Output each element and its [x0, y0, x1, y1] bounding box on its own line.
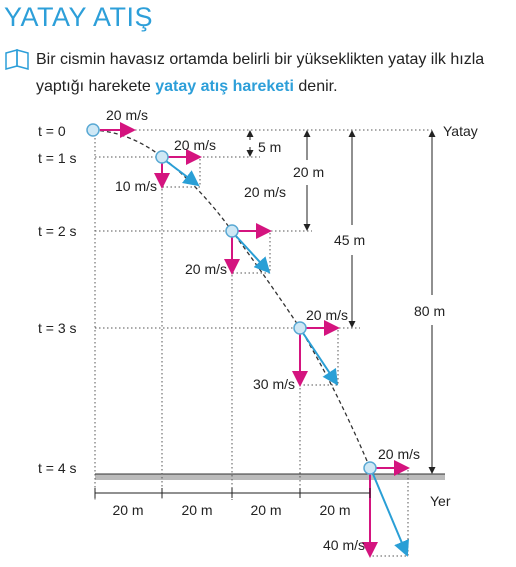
velocity-label: 20 m/s	[306, 307, 348, 323]
horizontal-label: 20 m	[112, 502, 143, 518]
title: YATAY ATIŞ	[4, 2, 154, 32]
height-label: 45 m	[334, 232, 365, 248]
height-dimensions	[246, 130, 436, 474]
velocity-label: 20 m/s	[174, 137, 216, 153]
velocity-arrows	[100, 122, 410, 558]
line-shape	[165, 160, 200, 187]
time-label: t = 2 s	[38, 223, 77, 239]
velocity-label: 20 m/s	[185, 261, 227, 277]
horizontal-label: 20 m	[319, 502, 350, 518]
reference-label: Yer	[430, 493, 451, 509]
time-label: t = 1 s	[38, 150, 77, 166]
path-shape	[5, 49, 18, 70]
book-icon	[5, 49, 29, 70]
circle-shape	[225, 224, 239, 238]
circle-shape	[363, 461, 377, 475]
velocity-label: 20 m/s	[378, 446, 420, 462]
intro-highlight: yatay atış hareketi	[155, 78, 294, 95]
velocity-label: 10 m/s	[115, 178, 157, 194]
horizontal-label: 20 m	[181, 502, 212, 518]
intro-text: Bir cismin havasız ortamda belirli bir y…	[36, 46, 512, 100]
velocity-label: 20 m/s	[244, 184, 286, 200]
line-shape	[372, 473, 409, 557]
height-label: 5 m	[258, 139, 281, 155]
line-shape	[235, 235, 271, 274]
velocity-label: 30 m/s	[253, 376, 295, 392]
velocity-label: 40 m/s	[323, 537, 365, 553]
height-label: 20 m	[293, 164, 324, 180]
ground	[95, 474, 445, 480]
circle-shape	[155, 150, 169, 164]
intro-text-before: Bir cismin havasız ortamda belirli bir y…	[36, 51, 485, 95]
horizontal-dimensions	[94, 488, 371, 498]
intro-text-after: denir.	[298, 78, 338, 95]
circle-shape	[293, 321, 307, 335]
height-label: 80 m	[414, 303, 445, 319]
circle-shape	[86, 123, 100, 137]
horizontal-label: 20 m	[250, 502, 281, 518]
balls	[86, 123, 377, 475]
line-shape	[302, 332, 339, 386]
path-shape	[16, 49, 29, 70]
time-label: t = 0	[38, 123, 66, 139]
time-label: t = 3 s	[38, 320, 77, 336]
velocity-label: 20 m/s	[106, 107, 148, 123]
reference-label: Yatay	[443, 123, 478, 139]
time-label: t = 4 s	[38, 460, 77, 476]
component-boxes	[161, 156, 409, 557]
